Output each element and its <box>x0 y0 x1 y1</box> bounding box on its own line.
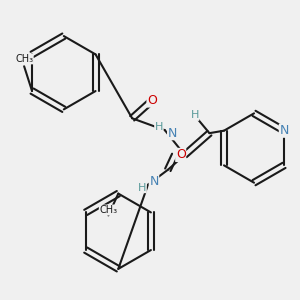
Text: H: H <box>155 122 163 132</box>
Text: CH₃: CH₃ <box>99 205 118 215</box>
Text: O: O <box>176 148 186 161</box>
Text: O: O <box>147 94 157 107</box>
Text: H: H <box>138 183 146 193</box>
Text: N: N <box>279 124 289 137</box>
Text: H: H <box>190 110 199 120</box>
Text: N: N <box>168 127 177 140</box>
Text: CH₃: CH₃ <box>15 54 33 64</box>
Text: N: N <box>149 175 159 188</box>
